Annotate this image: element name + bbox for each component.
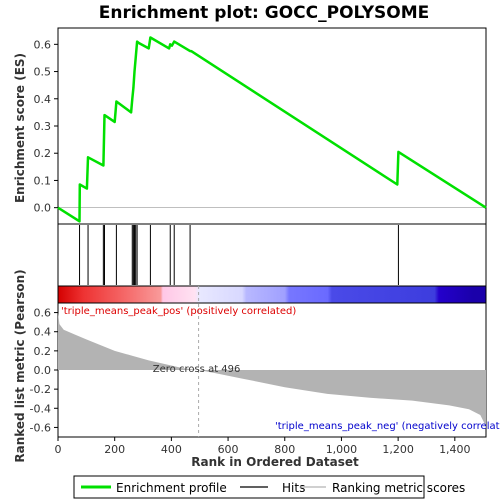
- chart-title: Enrichment plot: GOCC_POLYSOME: [99, 3, 430, 23]
- rank-gradient-bar: [57, 285, 487, 304]
- x-tick-label: 0: [55, 443, 62, 456]
- x-tick-label: 1,400: [439, 443, 471, 456]
- x-tick-label: 1,000: [326, 443, 358, 456]
- es-y-tick-label: 0.6: [34, 38, 52, 51]
- metric-y-tick-label: -0.6: [30, 421, 51, 434]
- metric-y-tick-label: 0.4: [34, 326, 52, 339]
- metric-y-axis-label: Ranked list metric (Pearson): [13, 269, 27, 462]
- legend: Enrichment profile Hits Ranking metric sco…: [73, 475, 465, 499]
- legend-label-3: Ranking metric scores: [332, 481, 465, 495]
- metric-y-tick-label: -0.2: [30, 383, 51, 396]
- es-y-tick-label: 0.2: [34, 147, 52, 160]
- metric-y-tick-label: -0.4: [30, 402, 51, 415]
- metric-y-tick-label: 0.0: [34, 364, 52, 377]
- ranking-metric-area: [58, 312, 486, 430]
- es-y-tick-label: 0.5: [34, 66, 52, 79]
- hits-frame: [57, 223, 487, 287]
- es-plot-frame: [57, 27, 487, 225]
- x-axis-label: Rank in Ordered Dataset: [191, 455, 359, 469]
- metric-y-tick-label: 0.2: [34, 345, 52, 358]
- x-tick-label: 600: [218, 443, 239, 456]
- hits-panel: [57, 223, 487, 287]
- x-tick-label: 800: [274, 443, 295, 456]
- enrichment-profile-line: [57, 36, 487, 223]
- es-y-tick-label: 0.1: [34, 174, 52, 187]
- es-y-tick-label: 0.4: [34, 93, 52, 106]
- es-y-tick-label: 0.0: [34, 202, 52, 215]
- x-tick-label: 400: [161, 443, 182, 456]
- zero-cross-label: Zero cross at 496: [153, 364, 241, 375]
- x-tick-label: 200: [104, 443, 125, 456]
- legend-label-2: Hits: [282, 481, 305, 495]
- rank-color-bar: [57, 285, 487, 304]
- es-panel: 0.0 0.1 0.2 0.3 0.4 0.5 0.6: [34, 27, 487, 225]
- x-tick-label: 1,200: [382, 443, 414, 456]
- metric-y-tick-label: 0.6: [34, 307, 52, 320]
- es-y-tick-label: 0.3: [34, 120, 52, 133]
- negative-correlation-label: 'triple_means_peak_neg' (negatively corr…: [275, 421, 500, 432]
- metric-panel: 0.6 0.4 0.2 0.0 -0.2 -0.4 -0.6 0 200 400 600 800 1,0…: [30, 286, 500, 456]
- es-y-axis-label: Enrichment score (ES): [13, 53, 27, 203]
- legend-label-1: Enrichment profile: [116, 481, 227, 495]
- positive-correlation-label: 'triple_means_peak_pos' (positively corr…: [61, 306, 296, 317]
